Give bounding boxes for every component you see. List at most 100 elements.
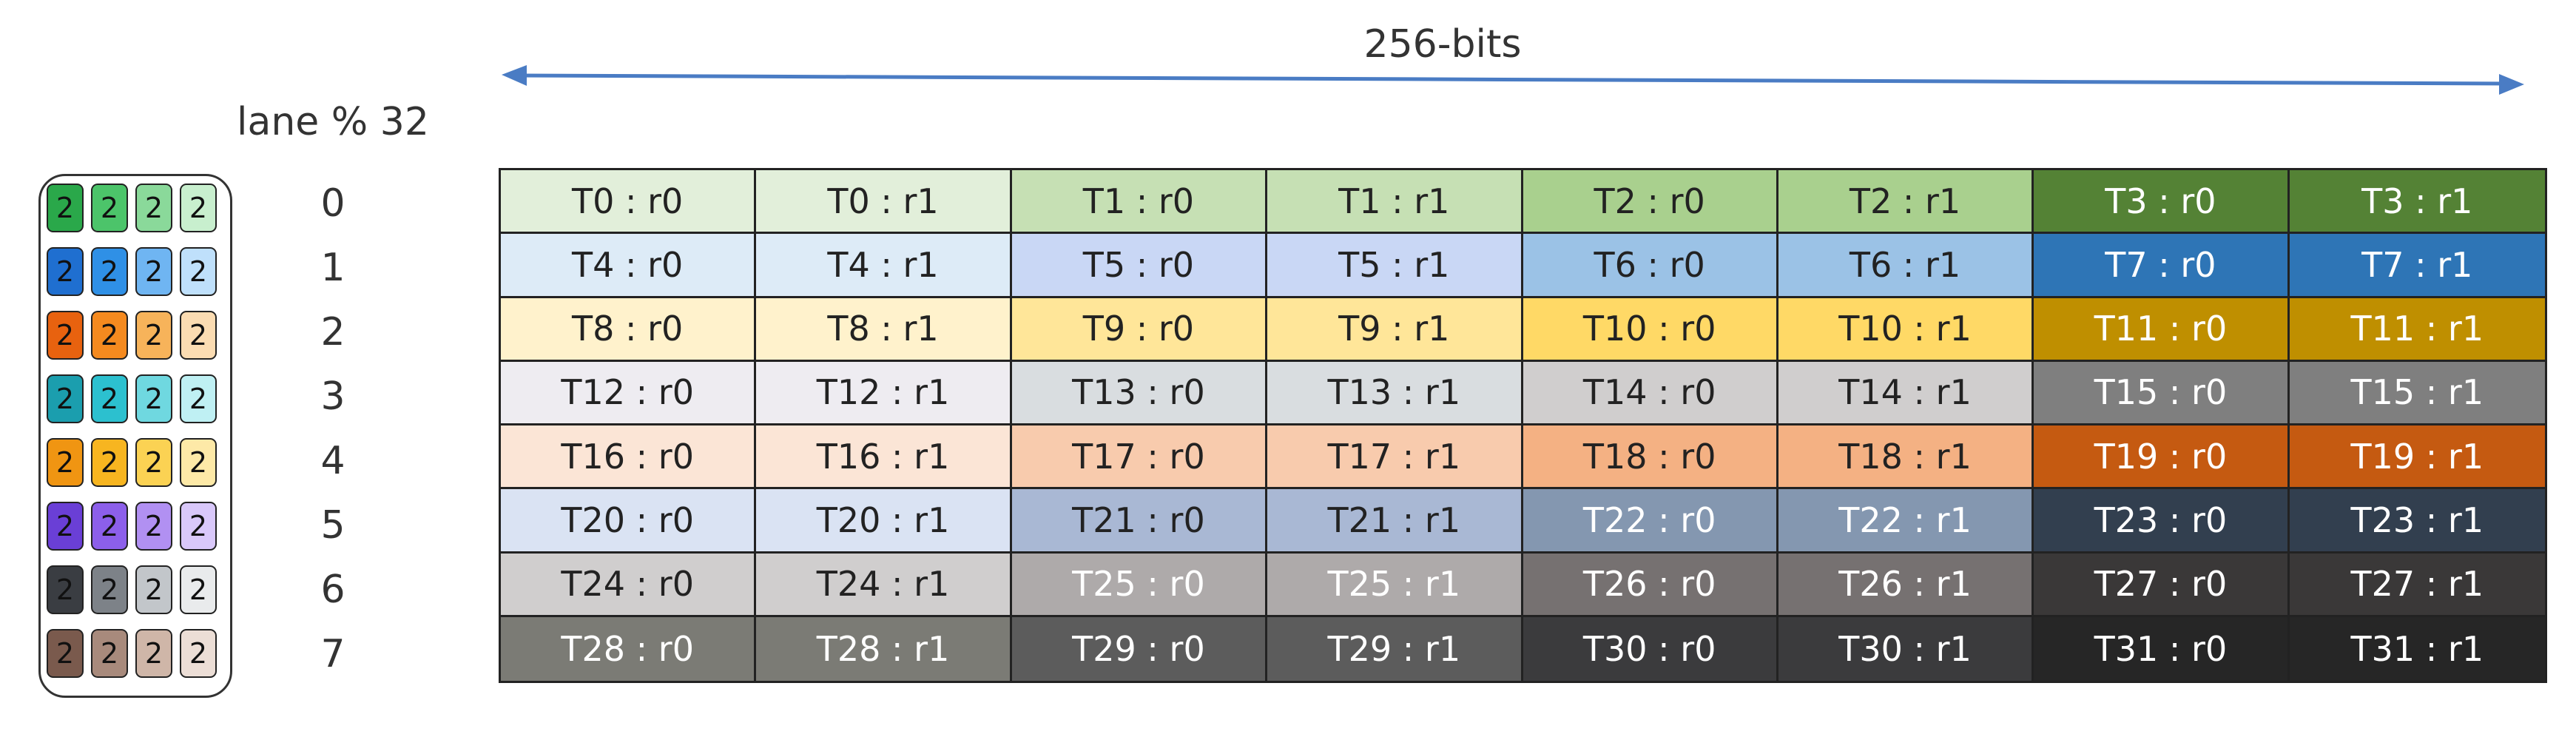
legend-cell: 2 [135, 311, 172, 360]
register-cell: T11 : r1 [2289, 297, 2545, 362]
legend-cell: 2 [91, 247, 128, 296]
legend-cell: 2 [180, 438, 217, 487]
register-cell: T0 : r1 [756, 170, 1012, 235]
legend-cell: 2 [47, 438, 84, 487]
register-cell: T5 : r1 [1267, 234, 1523, 298]
register-cell: T5 : r0 [1011, 234, 1268, 298]
register-cell: T9 : r1 [1267, 297, 1523, 362]
register-cell: T19 : r0 [2034, 426, 2290, 490]
register-cell: T25 : r0 [1011, 553, 1268, 617]
register-cell: T15 : r0 [2034, 361, 2290, 426]
register-cell: T19 : r1 [2289, 426, 2545, 490]
legend-cell: 2 [91, 374, 128, 423]
row-number: 7 [320, 632, 345, 676]
legend-cell: 2 [91, 184, 128, 232]
legend-cell: 2 [180, 629, 217, 678]
bits-label: 256-bits [1363, 22, 1522, 67]
register-cell: T9 : r0 [1011, 297, 1268, 362]
legend-cell: 2 [180, 565, 217, 614]
row-number: 6 [320, 568, 345, 612]
register-cell: T7 : r0 [2034, 234, 2290, 298]
legend-cell: 2 [47, 184, 84, 232]
row-number: 3 [320, 374, 345, 419]
register-cell: T15 : r1 [2289, 361, 2545, 426]
lane-label: lane % 32 [237, 100, 429, 144]
register-cell: T13 : r1 [1267, 361, 1523, 426]
register-cell: T20 : r1 [756, 489, 1012, 554]
register-cell: T23 : r0 [2034, 489, 2290, 554]
register-cell: T30 : r0 [1523, 616, 1778, 681]
register-cell: T7 : r1 [2289, 234, 2545, 298]
legend-cell: 2 [180, 247, 217, 296]
register-cell: T16 : r1 [756, 426, 1012, 490]
row-number: 0 [320, 181, 345, 226]
legend-cell: 2 [47, 311, 84, 360]
register-cell: T12 : r0 [501, 361, 757, 426]
register-cell: T27 : r1 [2289, 553, 2545, 617]
register-cell: T17 : r0 [1011, 426, 1268, 490]
legend-cell: 2 [135, 374, 172, 423]
register-cell: T26 : r1 [1778, 553, 2034, 617]
legend-cell: 2 [91, 629, 128, 678]
width-arrow [502, 65, 2524, 95]
register-cell: T6 : r0 [1523, 234, 1778, 298]
register-cell: T3 : r1 [2289, 170, 2545, 235]
register-cell: T17 : r1 [1267, 426, 1523, 490]
register-cell: T13 : r0 [1011, 361, 1268, 426]
register-cell: T14 : r0 [1523, 361, 1778, 426]
register-cell: T29 : r1 [1267, 616, 1523, 681]
legend-cell: 2 [135, 247, 172, 296]
register-cell: T28 : r0 [501, 616, 757, 681]
register-cell: T6 : r1 [1778, 234, 2034, 298]
register-cell: T21 : r1 [1267, 489, 1523, 554]
legend-cell: 2 [135, 438, 172, 487]
legend-cell: 2 [91, 565, 128, 614]
register-cell: T16 : r0 [501, 426, 757, 490]
row-number: 2 [320, 310, 345, 354]
register-cell: T30 : r1 [1778, 616, 2034, 681]
register-cell: T18 : r1 [1778, 426, 2034, 490]
legend-cell: 2 [47, 565, 84, 614]
legend-cell: 2 [91, 311, 128, 360]
register-cell: T11 : r0 [2034, 297, 2290, 362]
legend-cell: 2 [135, 565, 172, 614]
register-cell: T0 : r0 [501, 170, 757, 235]
legend-cell: 2 [91, 438, 128, 487]
register-cell: T21 : r0 [1011, 489, 1268, 554]
register-cell: T26 : r0 [1523, 553, 1778, 617]
legend-cell: 2 [135, 184, 172, 232]
register-cell: T31 : r0 [2034, 616, 2290, 681]
register-cell: T18 : r0 [1523, 426, 1778, 490]
row-number: 5 [320, 503, 345, 548]
register-cell: T27 : r0 [2034, 553, 2290, 617]
register-cell: T14 : r1 [1778, 361, 2034, 426]
register-cell: T2 : r1 [1778, 170, 2034, 235]
register-cell: T8 : r0 [501, 297, 757, 362]
register-cell: T10 : r0 [1523, 297, 1778, 362]
legend-cell: 2 [47, 629, 84, 678]
register-cell: T28 : r1 [756, 616, 1012, 681]
register-cell: T24 : r0 [501, 553, 757, 617]
register-cell: T31 : r1 [2289, 616, 2545, 681]
register-cell: T22 : r1 [1778, 489, 2034, 554]
register-cell: T12 : r1 [756, 361, 1012, 426]
register-cell: T3 : r0 [2034, 170, 2290, 235]
legend-cell: 2 [47, 502, 84, 551]
row-number: 1 [320, 246, 345, 290]
legend-cell: 2 [180, 502, 217, 551]
legend-cell: 2 [135, 629, 172, 678]
register-cell: T29 : r0 [1011, 616, 1268, 681]
legend-cell: 2 [47, 374, 84, 423]
register-grid: T0 : r0 T0 : r1 T1 : r0 T1 : r1 T2 : r0 T2 : … [499, 168, 2547, 683]
register-cell: T22 : r0 [1523, 489, 1778, 554]
register-cell: T10 : r1 [1778, 297, 2034, 362]
register-cell: T24 : r1 [756, 553, 1012, 617]
register-cell: T25 : r1 [1267, 553, 1523, 617]
register-cell: T2 : r0 [1523, 170, 1778, 235]
register-cell: T1 : r0 [1011, 170, 1268, 235]
register-cell: T4 : r1 [756, 234, 1012, 298]
register-cell: T4 : r0 [501, 234, 757, 298]
legend-cell: 2 [180, 374, 217, 423]
legend-cell: 2 [91, 502, 128, 551]
